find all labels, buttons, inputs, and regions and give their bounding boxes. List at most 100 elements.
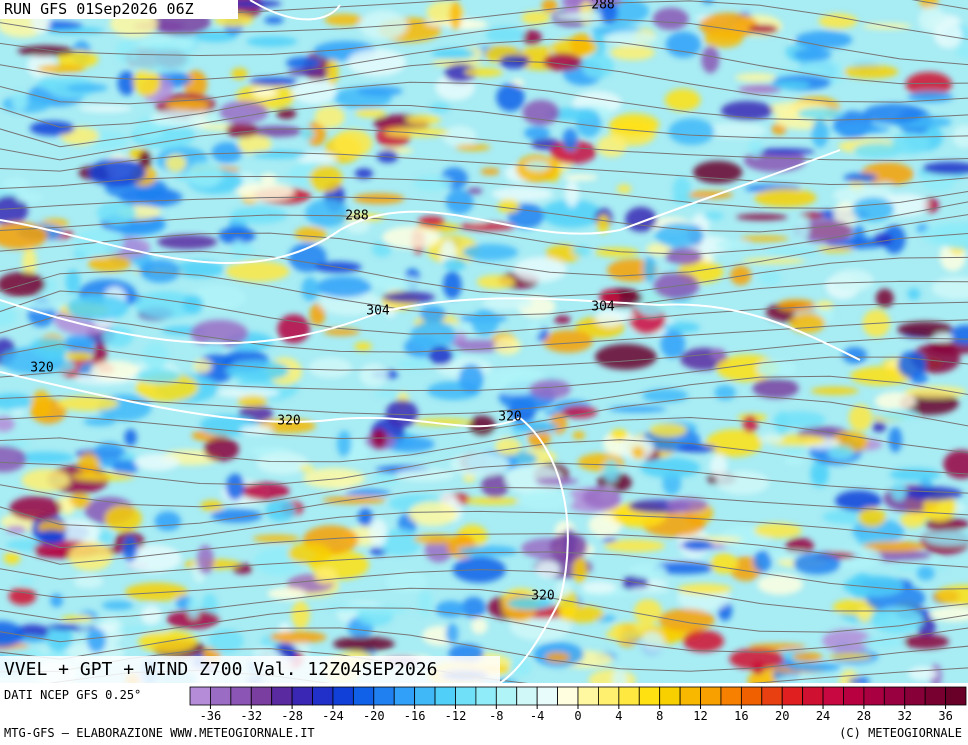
streamline <box>0 196 968 233</box>
field-blob <box>640 457 701 479</box>
field-blob <box>370 428 388 449</box>
field-blob <box>949 324 968 346</box>
field-blob <box>150 109 205 128</box>
field-blob <box>112 459 139 475</box>
field-blob <box>630 586 670 594</box>
field-blob <box>29 120 75 136</box>
field-blob <box>660 329 686 359</box>
field-blob <box>649 423 687 438</box>
field-blob <box>165 154 187 172</box>
field-blob <box>360 275 423 289</box>
streamline <box>0 38 968 85</box>
color-box <box>557 686 579 706</box>
field-blob <box>904 386 967 398</box>
field-blob <box>797 107 845 121</box>
colorbar-tick-label: 24 <box>816 709 830 723</box>
field-blob <box>157 234 218 250</box>
field-blob <box>189 284 247 311</box>
color-box <box>577 686 599 706</box>
field-blob <box>435 600 466 618</box>
field-blob <box>518 490 575 511</box>
field-blob <box>135 188 176 203</box>
field-blob <box>879 408 918 421</box>
field-blob <box>871 421 887 433</box>
field-blob <box>758 269 782 287</box>
color-box <box>761 686 783 706</box>
field-blob <box>417 589 433 616</box>
field-blob <box>888 426 903 453</box>
field-blob <box>413 174 452 192</box>
color-box <box>863 686 885 706</box>
streamline <box>0 416 968 463</box>
color-box <box>883 686 906 706</box>
field-blob <box>445 189 474 215</box>
field-blob <box>431 48 476 60</box>
streamline <box>0 486 968 529</box>
field-blob <box>291 600 310 630</box>
field-blob <box>442 125 477 148</box>
field-blob <box>442 271 462 299</box>
field-blob <box>397 358 433 370</box>
field-blob <box>720 100 774 121</box>
streamline <box>0 290 968 335</box>
colorbar-tick-label: 0 <box>574 709 581 723</box>
colorbar-tick-label: 36 <box>938 709 952 723</box>
field-blob <box>419 305 446 323</box>
field-blob <box>22 248 37 276</box>
color-box <box>414 686 436 706</box>
field-blob <box>921 171 956 192</box>
field-blobs <box>0 0 968 683</box>
field-blob <box>294 226 327 242</box>
field-blob <box>902 634 950 650</box>
field-blob <box>664 88 701 112</box>
field-blob <box>450 452 510 477</box>
color-box <box>189 686 211 706</box>
field-blob <box>382 226 441 249</box>
field-blob <box>633 599 662 624</box>
field-blob <box>794 30 853 49</box>
run-label: RUN GFS 01Sep2026 06Z <box>4 0 194 18</box>
field-blob <box>843 64 899 79</box>
field-blob <box>140 605 162 625</box>
field-blob <box>558 590 579 619</box>
field-blob <box>323 328 360 336</box>
field-blob <box>716 470 770 495</box>
color-box <box>802 686 824 706</box>
field-blob <box>874 233 893 245</box>
field-blob <box>496 83 525 112</box>
field-blob <box>497 198 520 214</box>
field-blob <box>299 464 315 472</box>
field-blob <box>582 486 620 509</box>
field-blob <box>891 482 907 501</box>
field-blob <box>665 247 703 266</box>
streamline <box>0 127 968 162</box>
field-blob <box>66 294 129 321</box>
field-blob <box>125 582 188 602</box>
contour-label: 320 <box>498 410 521 425</box>
streamline <box>0 439 968 486</box>
field-blob <box>308 357 353 378</box>
field-blob <box>842 346 868 364</box>
field-blob <box>612 668 627 683</box>
field-blob <box>581 54 614 79</box>
field-blob <box>260 173 277 184</box>
footer-left: MTG-GFS — ELABORAZIONE WWW.METEOGIORNALE… <box>4 726 315 740</box>
field-blob <box>140 259 181 283</box>
field-blob <box>853 143 902 159</box>
field-blob <box>36 529 67 545</box>
color-box <box>618 686 640 706</box>
field-blob <box>5 525 27 534</box>
field-blob <box>66 83 108 93</box>
field-blob <box>251 150 307 159</box>
field-blob <box>444 63 478 83</box>
field-blob <box>224 0 282 8</box>
field-blob <box>682 539 714 551</box>
color-box <box>455 686 477 706</box>
field-blob <box>546 107 599 121</box>
field-blob <box>124 428 137 446</box>
contour-labels: 288 288 304 304 320 320 320 320 <box>30 0 615 604</box>
color-box <box>659 686 681 706</box>
streamline <box>0 462 968 508</box>
field-blob <box>382 291 435 304</box>
